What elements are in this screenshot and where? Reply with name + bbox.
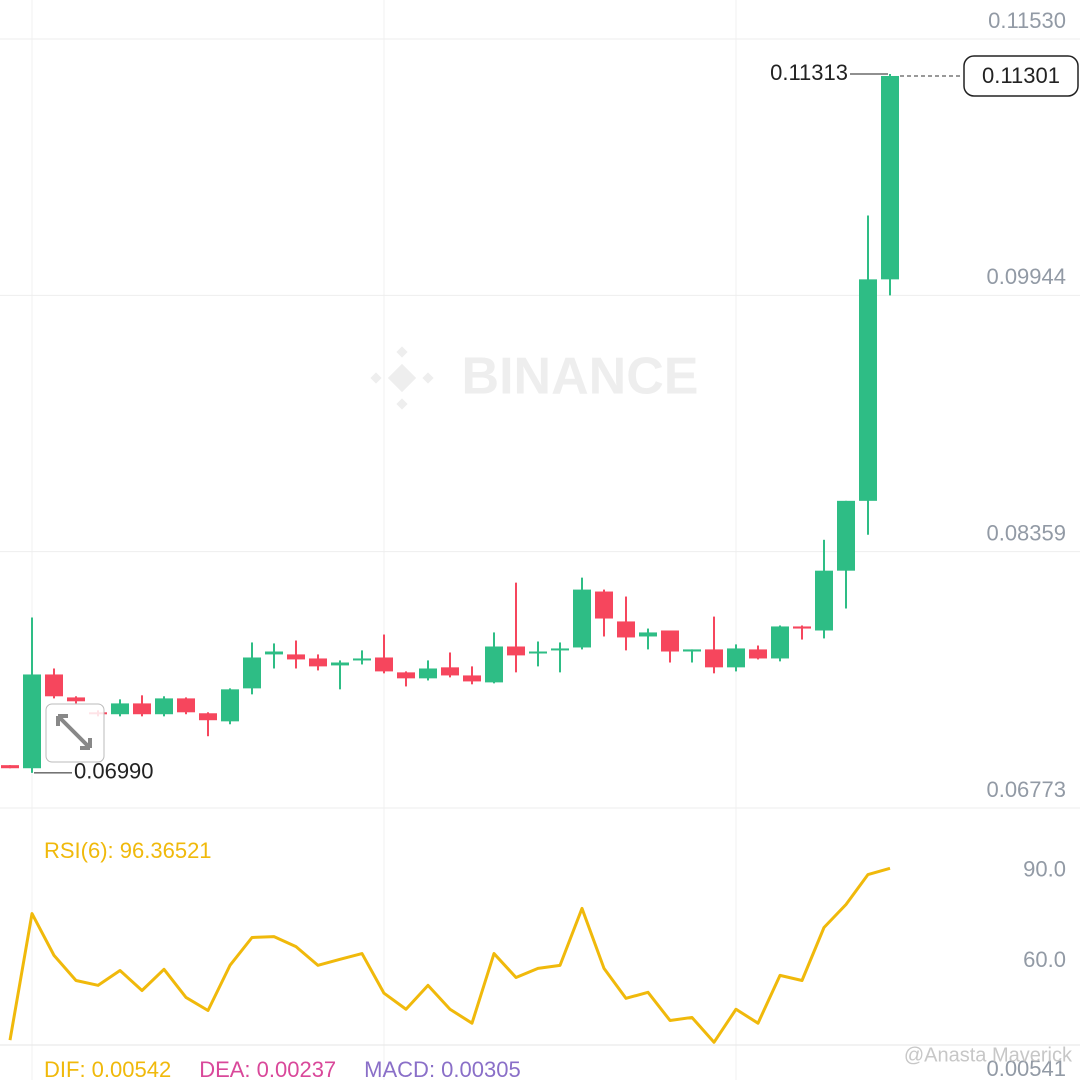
candle-body	[353, 658, 371, 661]
macd-axis-label: 0.00541	[986, 1056, 1066, 1080]
candle-body	[485, 646, 503, 683]
candle-body	[507, 646, 525, 656]
watermark: BINANCE	[370, 346, 699, 410]
candle-body	[463, 675, 481, 682]
candle-body	[727, 648, 745, 668]
candle-body	[331, 662, 349, 666]
candle-body	[573, 589, 591, 648]
candle-body	[1, 765, 19, 769]
candle-body	[837, 500, 855, 571]
candle-body	[441, 667, 459, 676]
candle-body	[661, 630, 679, 652]
rsi-title: RSI(6): 96.36521	[44, 838, 212, 863]
credit: @Anasta Maverick	[904, 1044, 1073, 1066]
high-marker-label: 0.11313	[770, 60, 848, 85]
y-tick-label: 0.09944	[986, 264, 1066, 289]
candle-body	[771, 626, 789, 659]
candle-body	[155, 698, 173, 715]
watermark-logo	[370, 346, 434, 410]
candle-body	[287, 654, 305, 660]
candle-body	[815, 570, 833, 631]
candle-body	[133, 703, 151, 715]
candle-body	[243, 657, 261, 689]
watermark-text: BINANCE	[462, 348, 699, 406]
candle-body	[793, 626, 811, 629]
candle-body	[375, 657, 393, 672]
y-tick-label: 0.11530	[988, 8, 1066, 33]
macd-label: DEA: 0.00237	[199, 1057, 336, 1080]
candle-body	[265, 651, 283, 655]
y-tick-label: 0.06773	[986, 777, 1066, 802]
candle-body	[551, 648, 569, 651]
candle-body	[309, 658, 327, 667]
macd-legend: DIF: 0.00542 DEA: 0.00237 MACD: 0.00305	[44, 1057, 521, 1080]
candle-body	[683, 649, 701, 652]
candle-body	[881, 75, 899, 280]
y-tick-label: 90.0	[1023, 856, 1066, 881]
candle-body	[749, 649, 767, 659]
y-tick-label: 60.0	[1023, 947, 1066, 972]
last-price-box	[963, 55, 1079, 97]
candle-body	[67, 697, 85, 702]
candle-body	[529, 651, 547, 654]
candle-body	[45, 674, 63, 697]
candle-body	[419, 668, 437, 679]
candle-body	[639, 632, 657, 637]
candle-body	[705, 649, 723, 668]
candle-body	[859, 279, 877, 501]
candle-body	[23, 674, 41, 769]
macd-label: DIF: 0.00542	[44, 1057, 171, 1080]
candle-body	[617, 621, 635, 638]
candle-body	[199, 713, 217, 721]
y-tick-label: 0.08359	[986, 520, 1066, 545]
candle-body	[595, 591, 613, 619]
candle-body	[397, 672, 415, 679]
expand-button[interactable]	[45, 703, 105, 763]
candle-body	[177, 698, 195, 713]
low-marker-label: 0.06990	[74, 759, 154, 784]
plot: 0.11530 0.09944 0.08359 0.06773 0.11301 0.113…	[0, 8, 1080, 1044]
macd-label: MACD: 0.00305	[364, 1057, 521, 1080]
last-price-label: 0.11301	[982, 63, 1060, 88]
rsi-line	[8, 866, 891, 1044]
candle-body	[221, 689, 239, 722]
candle-body	[111, 703, 129, 715]
